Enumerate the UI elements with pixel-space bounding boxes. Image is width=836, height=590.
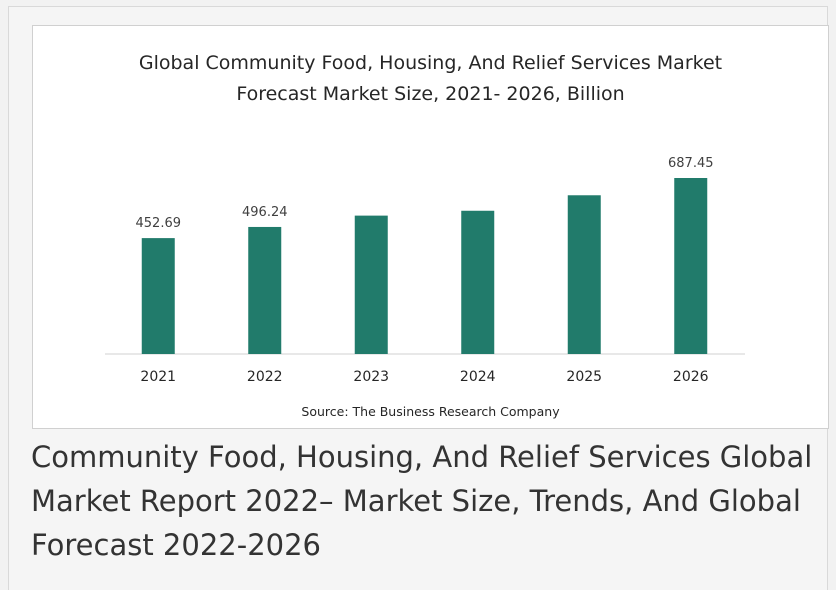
bar-2026 <box>674 178 708 354</box>
bar-2022 <box>248 226 282 354</box>
bar-chart: 2021 452.69 2022 496.24 2023 2024 2025 2026 687.… <box>105 156 745 385</box>
report-card: Global Community Food, Housing, And Reli… <box>8 6 829 590</box>
data-label-2026: 687.45 <box>668 156 714 171</box>
x-tick-label-2024: 2024 <box>460 369 496 385</box>
x-tick-label-2025: 2025 <box>566 369 602 385</box>
chart-container: Global Community Food, Housing, And Reli… <box>32 25 829 429</box>
report-title: Community Food, Housing, And Relief Serv… <box>31 440 813 562</box>
x-tick-label-2022: 2022 <box>247 369 283 385</box>
chart-title-line-1: Global Community Food, Housing, And Reli… <box>138 52 723 74</box>
x-tick-label-2021: 2021 <box>140 369 176 385</box>
x-tick-label-2023: 2023 <box>353 369 389 385</box>
data-label-2022: 496.24 <box>242 205 288 220</box>
bar-2021 <box>141 238 175 354</box>
x-tick-label-2026: 2026 <box>673 369 709 385</box>
bar-2023 <box>354 215 388 354</box>
chart-title-line-2: Forecast Market Size, 2021- 2026, Billio… <box>236 83 625 105</box>
bar-2025 <box>567 195 601 354</box>
chart-title: Global Community Food, Housing, And Reli… <box>33 48 828 110</box>
data-label-2021: 452.69 <box>136 216 182 231</box>
chart-source: Source: The Business Research Company <box>301 404 560 419</box>
bar-2024 <box>461 210 495 354</box>
